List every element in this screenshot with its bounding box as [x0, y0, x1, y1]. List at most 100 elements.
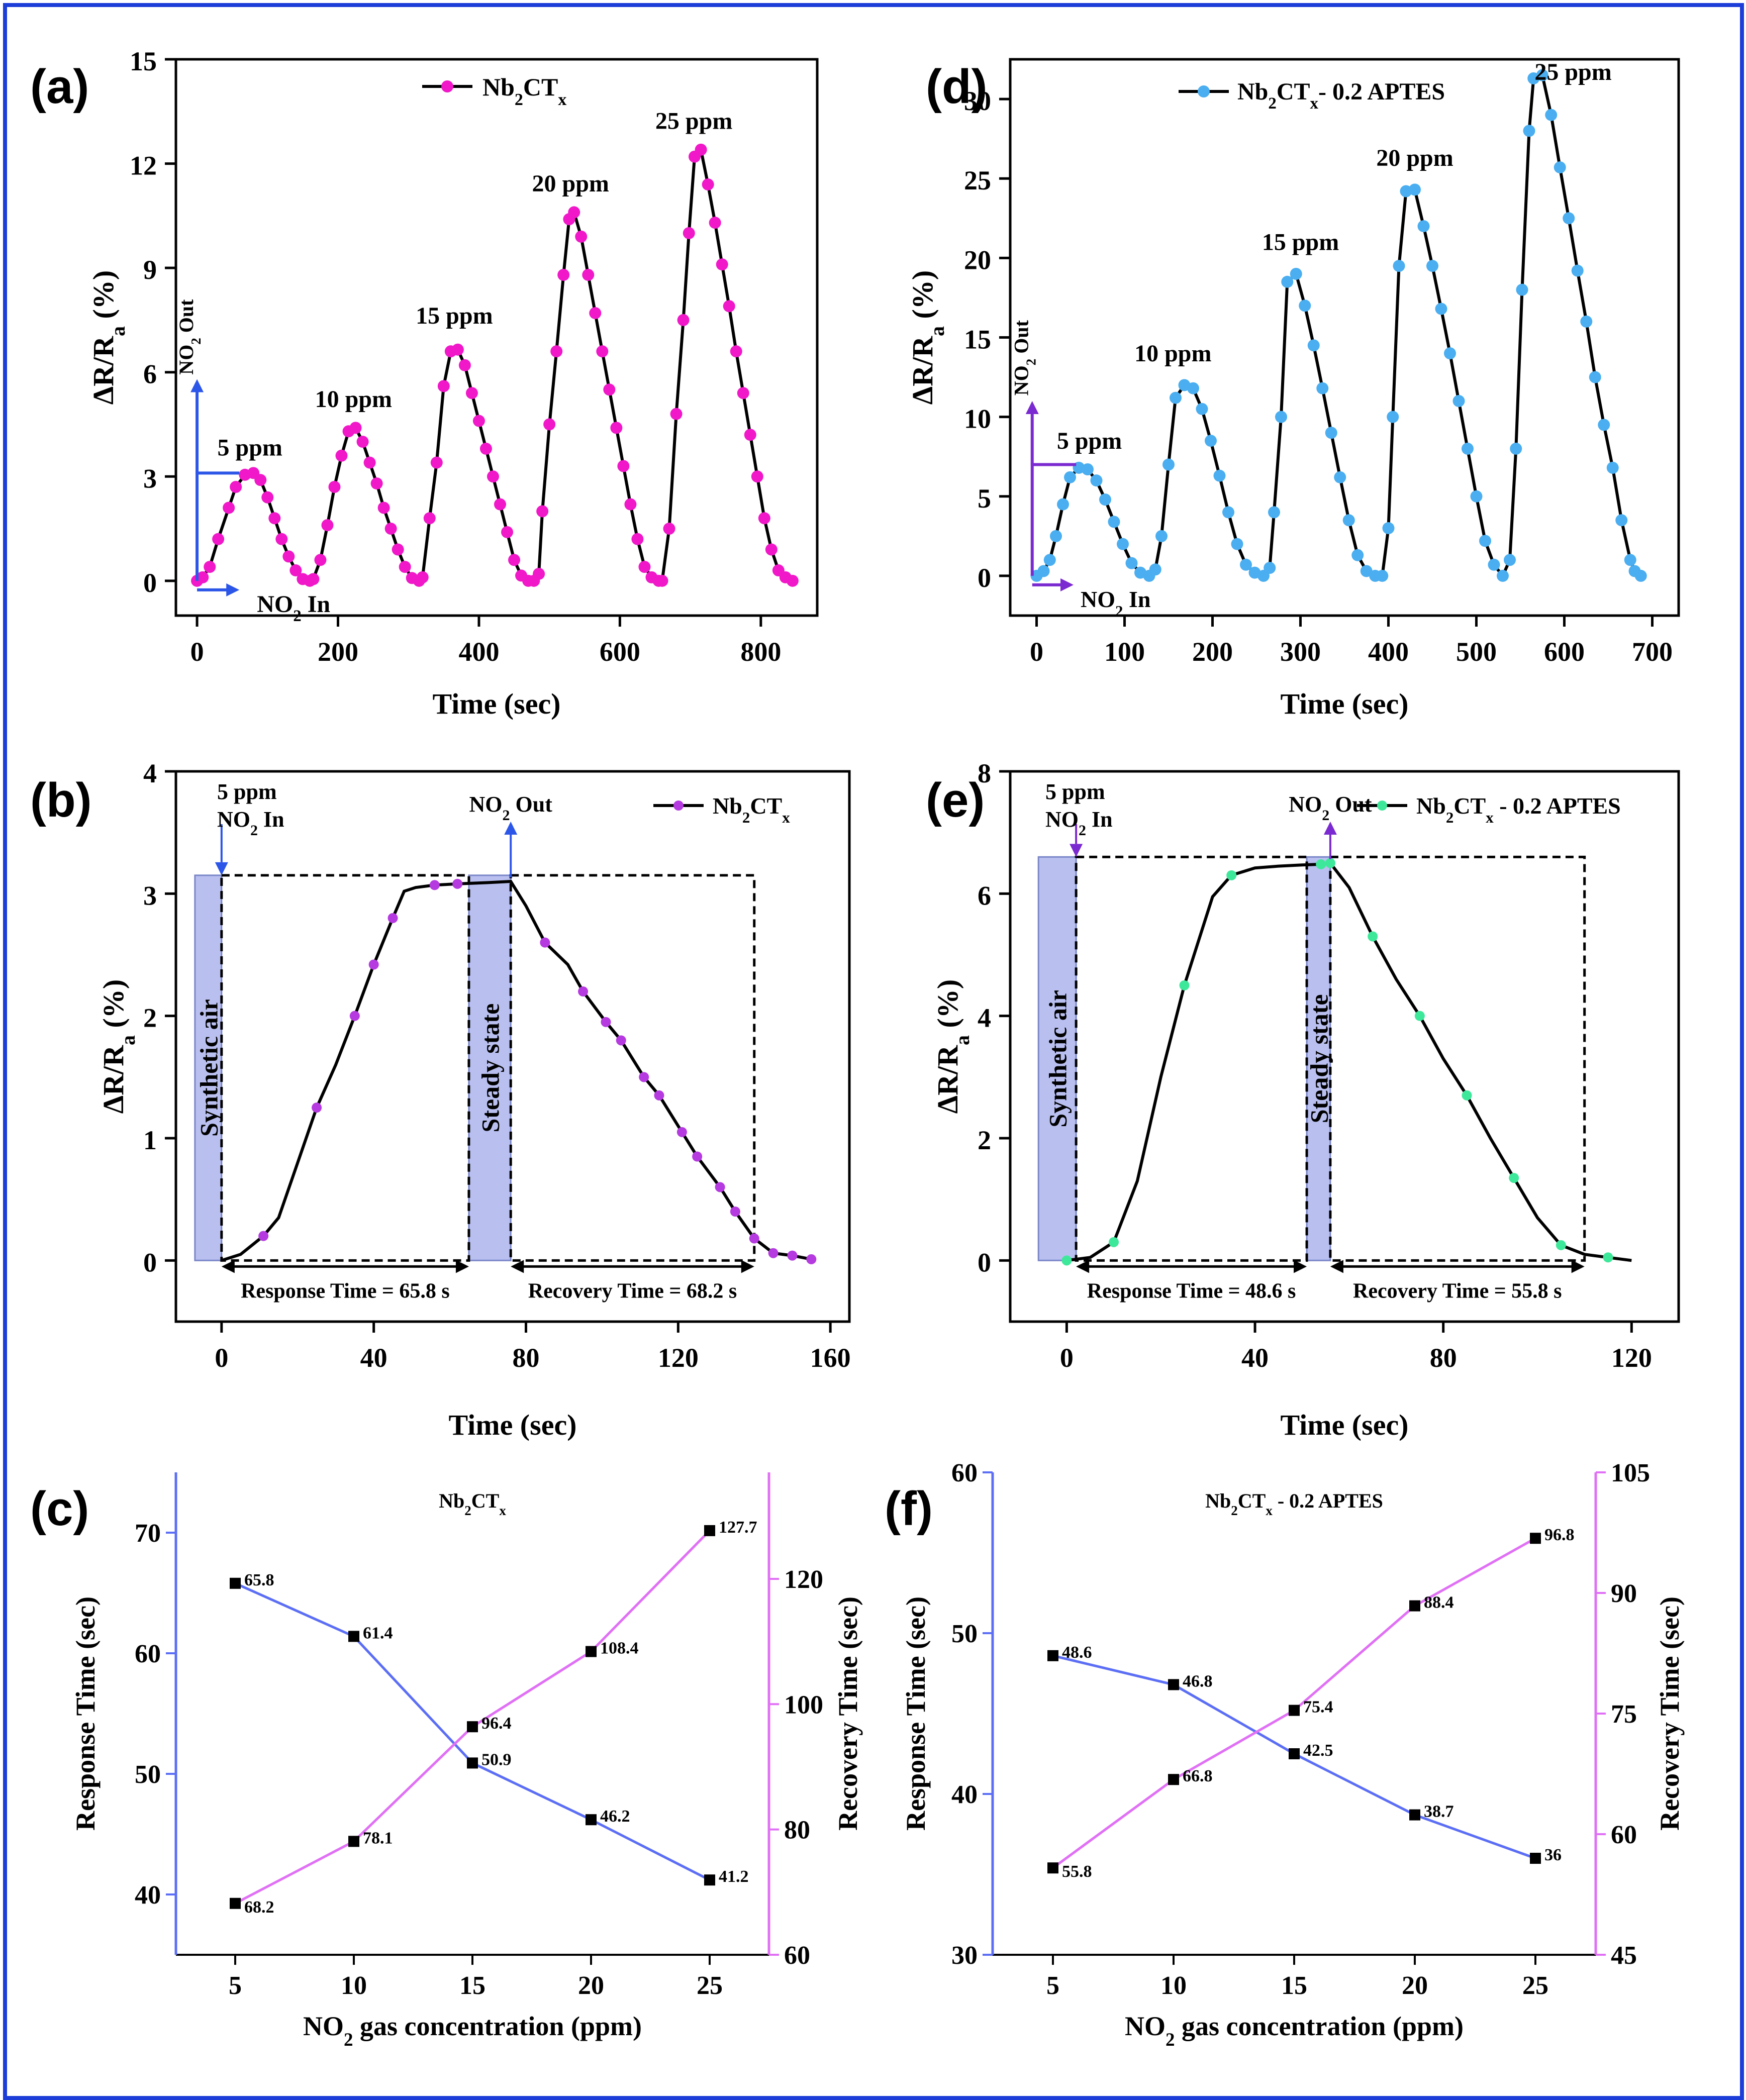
panel-f-right-tick-label: 105 — [1611, 1459, 1650, 1487]
panel-d-data-point — [1240, 558, 1252, 571]
panel-f-left-label: Response Time (sec) — [901, 1596, 931, 1831]
panel-e-data-point — [1109, 1237, 1119, 1247]
panel-d-data-point — [1325, 427, 1337, 439]
panel-a-data-point — [575, 230, 588, 243]
panel-a-x-tick-label: 600 — [600, 637, 640, 667]
panel-d-data-point — [1409, 183, 1421, 196]
panel-a-data-point — [472, 415, 485, 427]
panel-b-data-point — [312, 1103, 322, 1113]
panel-d-letter: (d) — [926, 60, 988, 114]
panel-a-data-point — [589, 307, 602, 320]
panel-d-data-point — [1281, 275, 1294, 288]
panel-e-x-tick-label: 0 — [1060, 1343, 1074, 1373]
panel-f-letter: (f) — [885, 1482, 933, 1536]
panel-c-left-tick-label: 50 — [135, 1760, 161, 1789]
panel-d-data-point — [1393, 260, 1405, 272]
panel-d-data-point — [1307, 339, 1320, 352]
panel-c-right-tick-label: 60 — [784, 1941, 810, 1970]
panel-d-data-point — [1516, 283, 1528, 296]
panel-d-x-tick-label: 100 — [1104, 637, 1145, 667]
panel-f-x-tick-label: 25 — [1522, 1971, 1548, 2000]
panel-b-y-tick-label: 4 — [143, 758, 157, 788]
panel-f-left-tick-label: 60 — [951, 1459, 978, 1487]
panel-a-data-point — [384, 523, 397, 535]
panel-a-data-point — [363, 456, 376, 469]
panel-a-data-point — [423, 512, 436, 525]
panel-b-x-tick-label: 0 — [215, 1343, 228, 1373]
panel-b-y-tick-label: 1 — [143, 1125, 157, 1155]
panel-c-response-value-label: 65.8 — [244, 1571, 274, 1589]
panel-a-data-point — [508, 554, 521, 566]
panel-e-synthetic-air-box — [1037, 856, 1077, 1261]
panel-f-x-label: NO2 gas concentration (ppm) — [1125, 2011, 1464, 2050]
panel-f-right-label: Recovery Time (sec) — [1655, 1596, 1685, 1831]
panel-d-data-point — [1064, 471, 1076, 483]
panel-f-left-tick-label: 50 — [951, 1620, 978, 1648]
panel-c-right-label: Recovery Time (sec) — [833, 1596, 863, 1831]
panel-d-data-point — [1213, 469, 1226, 482]
panel-b-no2-out-label: NO2 Out — [469, 792, 553, 824]
panel-d-no2-out-label: NO2 Out — [1010, 320, 1039, 395]
panel-f-response-value-label: 46.8 — [1183, 1672, 1213, 1690]
panel-f-response-value-label: 36 — [1544, 1846, 1562, 1864]
panel-a-peak-label: 15 ppm — [416, 303, 493, 329]
panel-d-y-tick-label: 15 — [964, 325, 991, 355]
panel-b-recovery-dashed-box — [509, 874, 756, 1262]
panel-c-response-value-label: 50.9 — [481, 1750, 512, 1769]
panel-d-x-tick-label: 500 — [1456, 637, 1497, 667]
panel-b-data-point — [715, 1182, 725, 1192]
panel-a-data-point — [275, 533, 288, 545]
panel-f-x-tick-label: 5 — [1046, 1971, 1059, 2000]
panel-f-left-tick-label: 40 — [951, 1780, 978, 1809]
panel-a-x-tick-label: 400 — [458, 637, 499, 667]
panel-d-data-point — [1222, 506, 1234, 519]
panel-f-response-marker — [1530, 1853, 1541, 1864]
panel-d-data-point — [1205, 435, 1217, 447]
panel-e-y-tick-label: 6 — [978, 880, 991, 911]
panel-d-x-tick-label: 600 — [1544, 637, 1585, 667]
panel-a-data-point — [786, 574, 799, 587]
panel-e-response-dashed-box — [1075, 855, 1308, 1262]
panel-a-data-point — [254, 474, 267, 486]
panel-a-data-point — [543, 418, 556, 431]
panel-e-data-point — [1509, 1173, 1519, 1183]
panel-b-x-tick-label: 80 — [512, 1343, 539, 1373]
panel-a-data-point — [479, 442, 492, 455]
panel-e-recovery-arrowhead-left — [1330, 1260, 1343, 1273]
panel-d-data-point — [1563, 212, 1575, 225]
panel-d-x-tick-label: 300 — [1280, 637, 1321, 667]
panel-a-x-label: Time (sec) — [433, 687, 561, 720]
panel-c-recovery-marker — [467, 1721, 478, 1733]
panel-a-data-point — [416, 571, 429, 583]
panel-c-recovery-marker — [348, 1836, 359, 1847]
panel-a-data-point — [737, 387, 749, 399]
panel-b-recovery-time-label: Recovery Time = 68.2 s — [528, 1279, 737, 1303]
panel-d-data-point — [1497, 569, 1509, 582]
panel-b-response-arrowhead-left — [221, 1260, 235, 1273]
panel-e-y-label: ΔR/Ra (%) — [931, 979, 974, 1114]
panel-a-data-point — [314, 554, 327, 566]
panel-d-data-point — [1634, 569, 1647, 582]
panel-d-x-tick-label: 700 — [1632, 637, 1673, 667]
panel-b-no2-out-arrowhead — [504, 822, 518, 835]
panel-d-data-point — [1090, 474, 1103, 487]
panel-a-y-tick-label: 15 — [130, 46, 157, 76]
panel-e-legend-label: Nb2CTx - 0.2 APTES — [1416, 793, 1621, 826]
panel-f-right-tick-label: 90 — [1611, 1579, 1637, 1608]
panel-d-data-point — [1488, 558, 1500, 571]
panel-a-data-point — [377, 502, 390, 514]
panel-f-right-tick-label: 60 — [1611, 1821, 1637, 1849]
panel-a-peak-label: 25 ppm — [655, 108, 732, 134]
panel-c-right-tick-label: 100 — [784, 1690, 823, 1719]
panel-b-data-point — [601, 1017, 611, 1027]
panel-e-response-arrowhead-left — [1076, 1260, 1090, 1273]
panel-d-data-point — [1545, 109, 1558, 121]
panel-d-y-tick-label: 25 — [964, 165, 991, 195]
panel-d-data-point — [1082, 463, 1094, 476]
panel-a-data-point — [533, 567, 545, 580]
panel-d-no2-out-arrowhead — [1025, 401, 1039, 415]
panel-a-y-tick-label: 6 — [143, 359, 157, 389]
panel-e-x-tick-label: 80 — [1430, 1343, 1457, 1373]
panel-b-axes-frame — [174, 770, 851, 1323]
panel-e-x-tick-label: 40 — [1241, 1343, 1269, 1373]
